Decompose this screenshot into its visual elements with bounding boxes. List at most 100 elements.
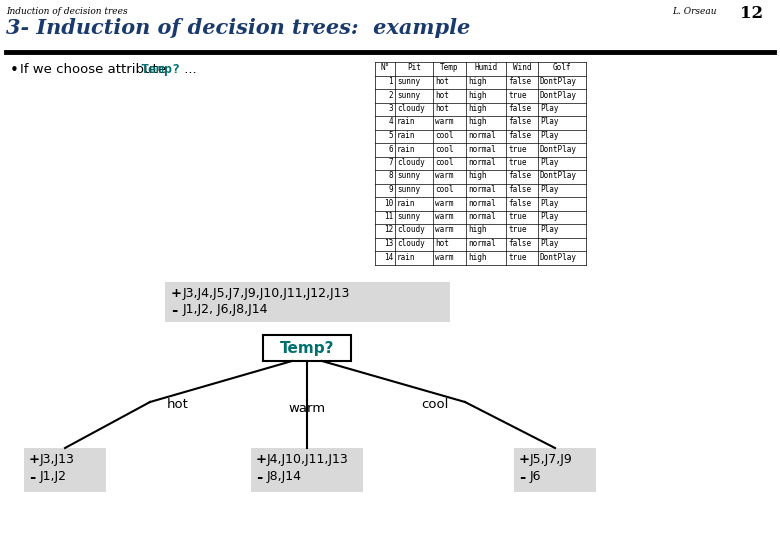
FancyBboxPatch shape (251, 448, 363, 492)
Text: Play: Play (540, 199, 558, 207)
Text: false: false (508, 118, 531, 126)
Text: Humid: Humid (474, 64, 498, 72)
Text: Play: Play (540, 131, 558, 140)
Text: rain: rain (397, 118, 416, 126)
Text: cool: cool (435, 145, 453, 153)
Text: normal: normal (468, 185, 496, 194)
Text: 4: 4 (388, 118, 393, 126)
Text: high: high (468, 104, 487, 113)
Text: false: false (508, 77, 531, 86)
Text: J4,J10,J11,J13: J4,J10,J11,J13 (267, 453, 349, 466)
Text: Play: Play (540, 239, 558, 248)
Text: normal: normal (468, 239, 496, 248)
Text: 7: 7 (388, 158, 393, 167)
Text: ...: ... (180, 63, 197, 76)
Text: hot: hot (435, 104, 448, 113)
Text: cool: cool (421, 398, 448, 411)
Text: true: true (508, 253, 526, 261)
Text: +: + (29, 453, 40, 466)
Text: sunny: sunny (397, 185, 420, 194)
Text: DontPlay: DontPlay (540, 145, 577, 153)
Text: cloudy: cloudy (397, 158, 425, 167)
Text: Play: Play (540, 212, 558, 221)
Text: high: high (468, 253, 487, 261)
Text: Temp?: Temp? (280, 341, 335, 355)
Text: hot: hot (435, 91, 448, 99)
Text: Temp?: Temp? (140, 63, 180, 76)
Text: If we choose attribute: If we choose attribute (20, 63, 170, 76)
Text: 8: 8 (388, 172, 393, 180)
Text: warm: warm (435, 253, 453, 261)
Text: normal: normal (468, 199, 496, 207)
Text: true: true (508, 226, 526, 234)
Text: 2: 2 (388, 91, 393, 99)
Text: false: false (508, 104, 531, 113)
Text: false: false (508, 131, 531, 140)
Text: sunny: sunny (397, 91, 420, 99)
Text: Pit: Pit (407, 64, 421, 72)
Text: 12: 12 (384, 226, 393, 234)
Text: -: - (519, 470, 526, 485)
Text: warm: warm (289, 402, 325, 415)
Text: J6: J6 (530, 470, 541, 483)
Text: +: + (519, 453, 530, 466)
Text: 6: 6 (388, 145, 393, 153)
Text: 13: 13 (384, 239, 393, 248)
Text: sunny: sunny (397, 77, 420, 86)
Text: Play: Play (540, 226, 558, 234)
Text: rain: rain (397, 131, 416, 140)
Text: warm: warm (435, 172, 453, 180)
Text: cool: cool (435, 131, 453, 140)
Text: hot: hot (167, 398, 189, 411)
Text: J8,J14: J8,J14 (267, 470, 302, 483)
Text: normal: normal (468, 145, 496, 153)
Text: DontPlay: DontPlay (540, 172, 577, 180)
Text: 10: 10 (384, 199, 393, 207)
FancyBboxPatch shape (263, 335, 351, 361)
Text: DontPlay: DontPlay (540, 91, 577, 99)
Text: Golf: Golf (553, 64, 571, 72)
Text: +: + (256, 453, 267, 466)
Text: -: - (256, 470, 262, 485)
Text: cloudy: cloudy (397, 104, 425, 113)
FancyBboxPatch shape (24, 448, 106, 492)
Text: 3: 3 (388, 104, 393, 113)
Text: false: false (508, 239, 531, 248)
Text: N°: N° (381, 64, 390, 72)
Text: 11: 11 (384, 212, 393, 221)
Text: Play: Play (540, 104, 558, 113)
Text: 5: 5 (388, 131, 393, 140)
Text: normal: normal (468, 212, 496, 221)
Text: 9: 9 (388, 185, 393, 194)
Text: Induction of decision trees: Induction of decision trees (6, 7, 128, 16)
Text: true: true (508, 212, 526, 221)
Text: DontPlay: DontPlay (540, 253, 577, 261)
Text: rain: rain (397, 253, 416, 261)
Text: warm: warm (435, 212, 453, 221)
Text: 3- Induction of decision trees:  example: 3- Induction of decision trees: example (6, 18, 470, 38)
Text: sunny: sunny (397, 212, 420, 221)
Text: cool: cool (435, 185, 453, 194)
Text: J1,J2: J1,J2 (40, 470, 67, 483)
Text: false: false (508, 185, 531, 194)
Text: warm: warm (435, 118, 453, 126)
Text: high: high (468, 172, 487, 180)
Text: Play: Play (540, 118, 558, 126)
Text: DontPlay: DontPlay (540, 77, 577, 86)
Text: J3,J4,J5,J7,J9,J10,J11,J12,J13: J3,J4,J5,J7,J9,J10,J11,J12,J13 (183, 287, 350, 300)
Text: cloudy: cloudy (397, 226, 425, 234)
Text: 1: 1 (388, 77, 393, 86)
Text: Play: Play (540, 185, 558, 194)
Text: 14: 14 (384, 253, 393, 261)
Text: 12: 12 (740, 5, 763, 22)
Text: rain: rain (397, 145, 416, 153)
Text: high: high (468, 226, 487, 234)
Text: normal: normal (468, 131, 496, 140)
Text: false: false (508, 199, 531, 207)
Text: -: - (29, 470, 35, 485)
Text: high: high (468, 118, 487, 126)
Text: rain: rain (397, 199, 416, 207)
Text: true: true (508, 158, 526, 167)
Text: •: • (10, 63, 19, 78)
FancyBboxPatch shape (165, 282, 450, 322)
